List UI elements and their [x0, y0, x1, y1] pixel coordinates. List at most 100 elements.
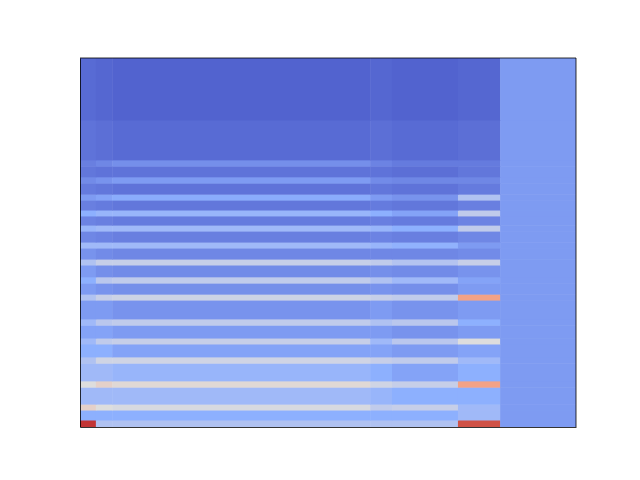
heatmap-cell: [96, 283, 113, 295]
heatmap-cell: [96, 294, 113, 300]
heatmap-cell: [500, 194, 576, 200]
heatmap-cell: [458, 338, 501, 344]
heatmap-cells: [80, 58, 576, 427]
heatmap-cell: [112, 338, 370, 344]
heatmap-cell: [96, 120, 113, 160]
heatmap-cell: [500, 177, 576, 184]
heatmap-cell: [392, 404, 458, 410]
heatmap-cell: [370, 210, 392, 216]
heatmap-cell: [112, 216, 370, 226]
heatmap-cell: [392, 58, 458, 120]
heatmap-cell: [500, 300, 576, 319]
heatmap-cell: [370, 216, 392, 226]
heatmap-cell: [96, 216, 113, 226]
heatmap-cell: [458, 300, 501, 319]
heatmap-cell: [458, 225, 501, 231]
heatmap-cell: [80, 160, 96, 167]
heatmap-cell: [80, 58, 96, 120]
heatmap-cell: [392, 216, 458, 226]
heatmap-cell: [392, 338, 458, 344]
heatmap-cell: [80, 300, 96, 319]
heatmap-cell: [392, 325, 458, 338]
heatmap-cell: [96, 404, 113, 410]
heatmap-cell: [112, 166, 370, 177]
heatmap-cell: [500, 58, 576, 120]
heatmap-cell: [370, 344, 392, 357]
heatmap-cell: [392, 357, 458, 364]
heatmap-cell: [80, 200, 96, 210]
heatmap-cell: [112, 410, 370, 420]
heatmap-cell: [392, 277, 458, 284]
heatmap-cell: [370, 194, 392, 200]
heatmap-cell: [370, 387, 392, 404]
heatmap-cell: [370, 160, 392, 167]
heatmap-cell: [112, 177, 370, 184]
frame-right: [576, 58, 577, 427]
heatmap-cell: [500, 420, 576, 427]
heatmap-cell: [392, 319, 458, 326]
heatmap-cell: [96, 265, 113, 277]
heatmap-cell: [500, 248, 576, 260]
heatmap-cell: [500, 410, 576, 420]
heatmap-cell: [112, 381, 370, 388]
heatmap-cell: [392, 120, 458, 160]
heatmap-cell: [80, 120, 96, 160]
heatmap-cell: [80, 194, 96, 200]
heatmap-cell: [500, 216, 576, 226]
heatmap-cell: [458, 283, 501, 295]
heatmap-cell: [112, 404, 370, 410]
heatmap-cell: [500, 387, 576, 404]
heatmap-cell: [80, 381, 96, 388]
heatmap-cell: [500, 166, 576, 177]
heatmap-cell: [392, 265, 458, 277]
heatmap-cell: [458, 177, 501, 184]
heatmap-cell: [112, 387, 370, 404]
heatmap-cell: [392, 194, 458, 200]
heatmap-cell: [370, 283, 392, 295]
heatmap-cell: [500, 183, 576, 195]
heatmap-cell: [112, 420, 370, 427]
heatmap-cell: [112, 283, 370, 295]
heatmap-cell: [96, 160, 113, 167]
heatmap-cell: [392, 363, 458, 381]
heatmap-cell: [112, 325, 370, 338]
heatmap-cell: [80, 319, 96, 326]
heatmap-cell: [80, 277, 96, 284]
heatmap-cell: [500, 259, 576, 265]
heatmap-cell: [458, 259, 501, 265]
heatmap-cell: [96, 319, 113, 326]
heatmap-cell: [112, 194, 370, 200]
heatmap-cell: [112, 294, 370, 300]
heatmap-cell: [96, 410, 113, 420]
heatmap-cell: [392, 183, 458, 195]
heatmap-cell: [80, 210, 96, 216]
heatmap-cell: [80, 166, 96, 177]
heatmap-cell: [370, 259, 392, 265]
y-axis: [80, 59, 81, 428]
heatmap-cell: [112, 344, 370, 357]
heatmap-cell: [96, 277, 113, 284]
heatmap-cell: [112, 259, 370, 265]
heatmap-cell: [112, 120, 370, 160]
heatmap-cell: [112, 58, 370, 120]
heatmap-cell: [392, 300, 458, 319]
heatmap-cell: [458, 381, 501, 388]
heatmap-cell: [500, 160, 576, 167]
heatmap-cell: [458, 325, 501, 338]
heatmap-cell: [392, 294, 458, 300]
heatmap-cell: [112, 363, 370, 381]
heatmap-cell: [458, 410, 501, 420]
heatmap-cell: [370, 325, 392, 338]
heatmap-cell: [112, 225, 370, 231]
heatmap-cell: [370, 265, 392, 277]
heatmap-cell: [370, 277, 392, 284]
heatmap-cell: [500, 120, 576, 160]
heatmap-cell: [458, 265, 501, 277]
heatmap-cell: [96, 300, 113, 319]
heatmap-cell: [96, 231, 113, 243]
heatmap-cell: [112, 248, 370, 260]
heatmap-cell: [370, 120, 392, 160]
heatmap-cell: [370, 410, 392, 420]
heatmap-cell: [370, 177, 392, 184]
heatmap-cell: [500, 338, 576, 344]
